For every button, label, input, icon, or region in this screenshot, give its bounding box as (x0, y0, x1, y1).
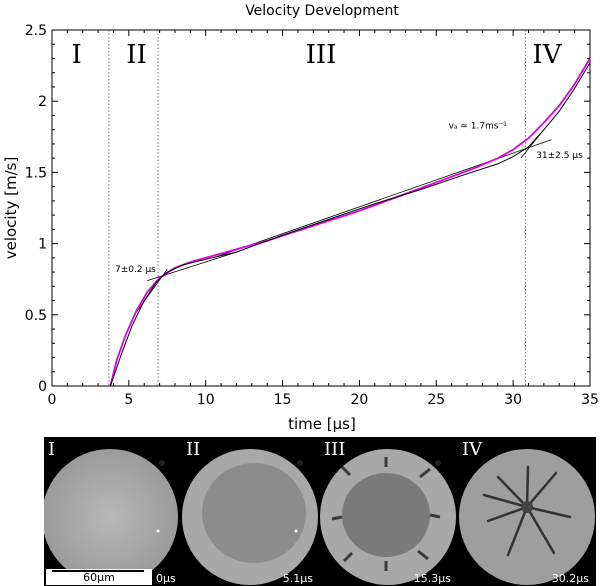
x-tick-label: 15 (274, 392, 292, 408)
panel-label: I (48, 439, 56, 460)
phase-label: IV (532, 40, 562, 70)
image-panel-4: IV 30.2μs (458, 437, 595, 586)
phase-label: I (71, 40, 81, 70)
series-line-2 (109, 62, 591, 387)
scale-bar-box: 60μm (46, 569, 152, 585)
y-tick-label: 0 (38, 379, 47, 395)
y-tick-label: 1 (38, 237, 47, 253)
panel-label: II (186, 439, 201, 460)
x-axis-label: time [μs] (288, 415, 356, 433)
droplet-image-2 (182, 449, 318, 585)
panel-time: 5.1μs (282, 572, 313, 585)
annotation-label: 31±2.5 μs (536, 151, 583, 161)
panel-time-first: 0μs (156, 572, 176, 585)
annotations: 7±0.2 μs vₐ ≈ 1.7ms⁻¹ 31±2.5 μs (115, 121, 583, 275)
y-tick-label: 2.5 (25, 23, 47, 39)
plot-frame (51, 29, 591, 387)
phase-labels: I II III IV (71, 40, 562, 70)
image-panel-3: III 15.3μs (320, 437, 457, 586)
image-panel-2: II 5.1μs (182, 437, 319, 586)
phase-boundaries (108, 30, 526, 386)
axis-ticks: 0 5 10 15 20 25 30 35 0 0.5 1 1.5 2 2.5 (25, 23, 599, 408)
x-tick-label: 5 (124, 392, 133, 408)
y-tick-label: 2 (38, 94, 47, 110)
x-tick-label: 0 (48, 392, 57, 408)
droplet-image-3 (320, 449, 456, 585)
phase-label: II (126, 40, 147, 70)
annotation-label: vₐ ≈ 1.7ms⁻¹ (449, 121, 508, 131)
x-tick-label: 20 (351, 392, 369, 408)
x-tick-label: 35 (581, 392, 599, 408)
panel-label: III (324, 439, 346, 460)
panel-time: 15.3μs (413, 572, 451, 585)
droplet-image-4 (459, 449, 595, 585)
x-tick-label: 25 (427, 392, 445, 408)
scale-bar (52, 570, 144, 572)
x-tick-label: 30 (504, 392, 522, 408)
y-axis-label: velocity [m/s] (2, 157, 20, 260)
annotation-label: 7±0.2 μs (115, 265, 156, 275)
panel-label: IV (462, 439, 483, 460)
image-strip: I II 5.1μs III 15.3μs (44, 437, 596, 586)
y-tick-label: 0.5 (25, 308, 47, 324)
velocity-chart: Velocity Development 0 5 10 15 20 25 30 35 0 0.5 1… (2, 3, 599, 433)
phase-label: III (306, 40, 337, 70)
tangent-lines (136, 129, 552, 313)
chart-title: Velocity Development (245, 3, 399, 19)
y-tick-label: 1.5 (25, 165, 47, 181)
droplet-image-1 (44, 449, 178, 585)
image-panel-1: I (44, 437, 181, 586)
scale-bar-label: 60μm (83, 571, 115, 584)
x-tick-label: 10 (197, 392, 215, 408)
series-line-1 (109, 58, 591, 387)
panel-time: 30.2μs (551, 572, 589, 585)
series-lines (109, 58, 591, 387)
